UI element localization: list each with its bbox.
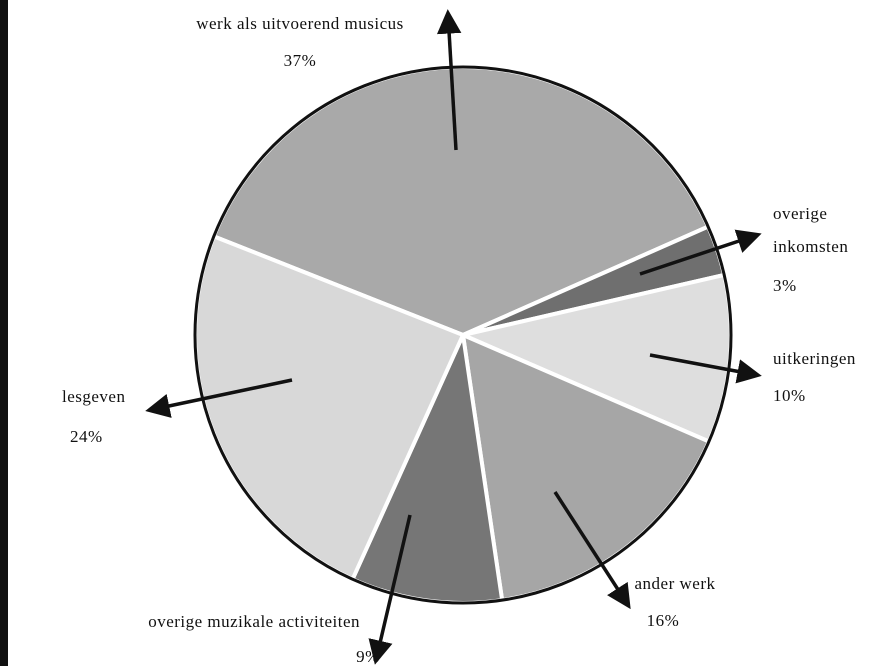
- labels: werk als uitvoerend musicus 37% overige ink…: [62, 9, 856, 666]
- value-label: 16%: [647, 611, 680, 630]
- slice-label: overige muzikale activiteiten: [148, 612, 360, 631]
- value-label: 3%: [773, 276, 797, 295]
- leader-arrow: [649, 353, 762, 384]
- slice-label: uitkeringen: [773, 349, 856, 368]
- leader-arrow: [368, 514, 412, 665]
- leader-arrow: [436, 9, 462, 151]
- value-label: 24%: [70, 427, 103, 446]
- value-label: 10%: [773, 386, 806, 405]
- leader-arrow: [553, 491, 631, 610]
- slice-label: ander werk: [635, 574, 716, 593]
- value-label: 37%: [284, 51, 317, 70]
- pie-outline: [193, 65, 733, 605]
- slice-label: werk als uitvoerend musicus: [196, 14, 404, 33]
- pie: [193, 65, 733, 605]
- slice-label: overige inkomsten: [773, 204, 848, 256]
- leader-arrow: [145, 378, 293, 418]
- slice-label: lesgeven: [62, 387, 125, 406]
- leader-arrow: [639, 229, 762, 276]
- left-border: [0, 0, 8, 666]
